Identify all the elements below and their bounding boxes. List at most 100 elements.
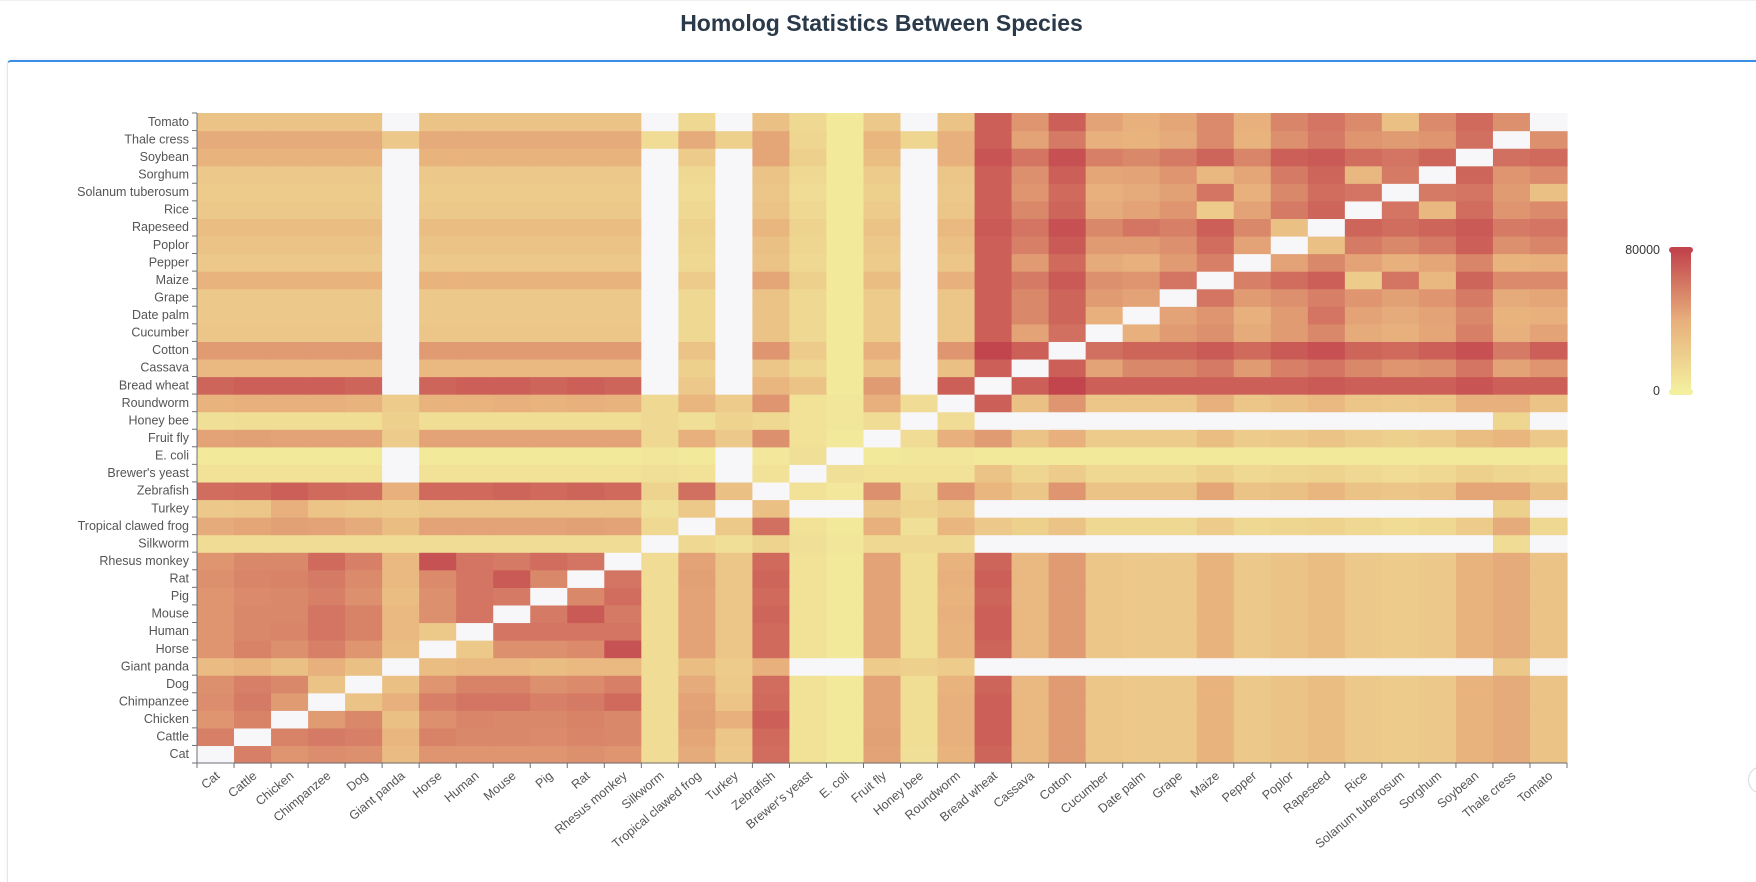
heatmap-cell[interactable] [1418,587,1457,606]
heatmap-cell[interactable] [863,394,902,413]
heatmap-cell[interactable] [1085,552,1124,571]
heatmap-cell[interactable] [382,113,420,132]
heatmap-cell[interactable] [530,710,568,729]
heatmap-cell[interactable] [900,165,939,184]
heatmap-cell[interactable] [197,376,235,395]
heatmap-cell[interactable] [715,218,754,237]
heatmap-cell[interactable] [1418,288,1457,307]
heatmap-cell[interactable] [1418,745,1457,764]
heatmap-cell[interactable] [1122,394,1161,413]
heatmap-cell[interactable] [863,446,902,465]
heatmap-cell[interactable] [863,534,902,553]
heatmap-cell[interactable] [1122,165,1161,184]
heatmap-cell[interactable] [974,253,1013,272]
heatmap-cell[interactable] [1344,552,1383,571]
heatmap-cell[interactable] [345,323,383,342]
heatmap-cell[interactable] [826,288,865,307]
heatmap-cell[interactable] [752,692,791,711]
heatmap-cell[interactable] [567,552,605,571]
heatmap-cell[interactable] [1381,376,1420,395]
heatmap-cell[interactable] [493,675,531,694]
heatmap-cell[interactable] [678,113,716,132]
visual-map-max-handle[interactable] [1669,247,1693,253]
heatmap-cell[interactable] [1344,183,1383,202]
heatmap-cell[interactable] [382,727,420,747]
heatmap-cell[interactable] [419,235,457,255]
heatmap-cell[interactable] [567,464,605,483]
heatmap-cell[interactable] [1233,376,1272,395]
heatmap-cell[interactable] [1159,710,1198,729]
heatmap-cell[interactable] [1122,657,1161,676]
heatmap-cell[interactable] [345,517,383,536]
heatmap-cell[interactable] [382,358,420,378]
heatmap-cell[interactable] [308,376,346,395]
heatmap-cell[interactable] [1122,183,1161,202]
heatmap-cell[interactable] [1233,411,1272,430]
heatmap-cell[interactable] [789,394,828,413]
heatmap-cell[interactable] [1048,271,1087,290]
heatmap-cell[interactable] [567,517,605,536]
heatmap-cell[interactable] [1344,218,1383,237]
heatmap-cell[interactable] [271,640,309,659]
heatmap-cell[interactable] [456,499,494,518]
heatmap-cell[interactable] [382,622,420,641]
heatmap-cell[interactable] [715,727,754,747]
heatmap-cell[interactable] [271,306,309,325]
heatmap-cell[interactable] [678,552,716,571]
heatmap-cell[interactable] [1381,306,1420,325]
heatmap-cell[interactable] [1011,358,1050,378]
heatmap-cell[interactable] [1048,517,1087,536]
heatmap-cell[interactable] [1048,622,1087,641]
heatmap-cell[interactable] [1344,657,1383,676]
heatmap-cell[interactable] [271,148,309,167]
heatmap-cell[interactable] [1122,288,1161,307]
heatmap-cell[interactable] [234,235,272,255]
heatmap-cell[interactable] [1381,727,1420,747]
heatmap-cell[interactable] [197,429,235,448]
heatmap-cell[interactable] [1307,376,1346,395]
heatmap-cell[interactable] [1122,569,1161,588]
heatmap-cell[interactable] [1455,341,1494,360]
heatmap-cell[interactable] [863,411,902,430]
heatmap-cell[interactable] [1122,534,1161,553]
heatmap-cell[interactable] [1381,552,1420,571]
heatmap-cell[interactable] [419,183,457,202]
heatmap-cell[interactable] [1011,481,1050,501]
heatmap-cell[interactable] [1196,218,1235,237]
heatmap-cell[interactable] [1048,464,1087,483]
heatmap-cell[interactable] [345,745,383,764]
heatmap-cell[interactable] [789,569,828,588]
heatmap-cell[interactable] [974,640,1013,659]
heatmap-cell[interactable] [1270,376,1309,395]
heatmap-cell[interactable] [1381,323,1420,342]
heatmap-cell[interactable] [530,534,568,553]
heatmap-cell[interactable] [1529,341,1568,360]
heatmap-cell[interactable] [345,200,383,220]
heatmap-cell[interactable] [1418,429,1457,448]
heatmap-cell[interactable] [1085,218,1124,237]
heatmap-cell[interactable] [382,288,420,307]
heatmap-cell[interactable] [1529,113,1568,132]
heatmap-cell[interactable] [345,376,383,395]
heatmap-cell[interactable] [641,253,679,272]
heatmap-cell[interactable] [863,130,902,149]
heatmap-cell[interactable] [567,446,605,465]
heatmap-cell[interactable] [308,710,346,729]
heatmap-cell[interactable] [1344,341,1383,360]
heatmap-cell[interactable] [641,604,679,624]
heatmap-cell[interactable] [1307,253,1346,272]
heatmap-cell[interactable] [937,464,976,483]
heatmap-cell[interactable] [1196,552,1235,571]
heatmap-cell[interactable] [308,517,346,536]
heatmap-cell[interactable] [530,464,568,483]
heatmap-cell[interactable] [530,640,568,659]
heatmap-cell[interactable] [1233,394,1272,413]
heatmap-cell[interactable] [715,604,754,624]
heatmap-cell[interactable] [826,604,865,624]
heatmap-cell[interactable] [419,481,457,501]
heatmap-cell[interactable] [1011,657,1050,676]
heatmap-cell[interactable] [567,727,605,747]
heatmap-cell[interactable] [1307,517,1346,536]
heatmap-cell[interactable] [382,710,420,729]
heatmap-cell[interactable] [308,394,346,413]
